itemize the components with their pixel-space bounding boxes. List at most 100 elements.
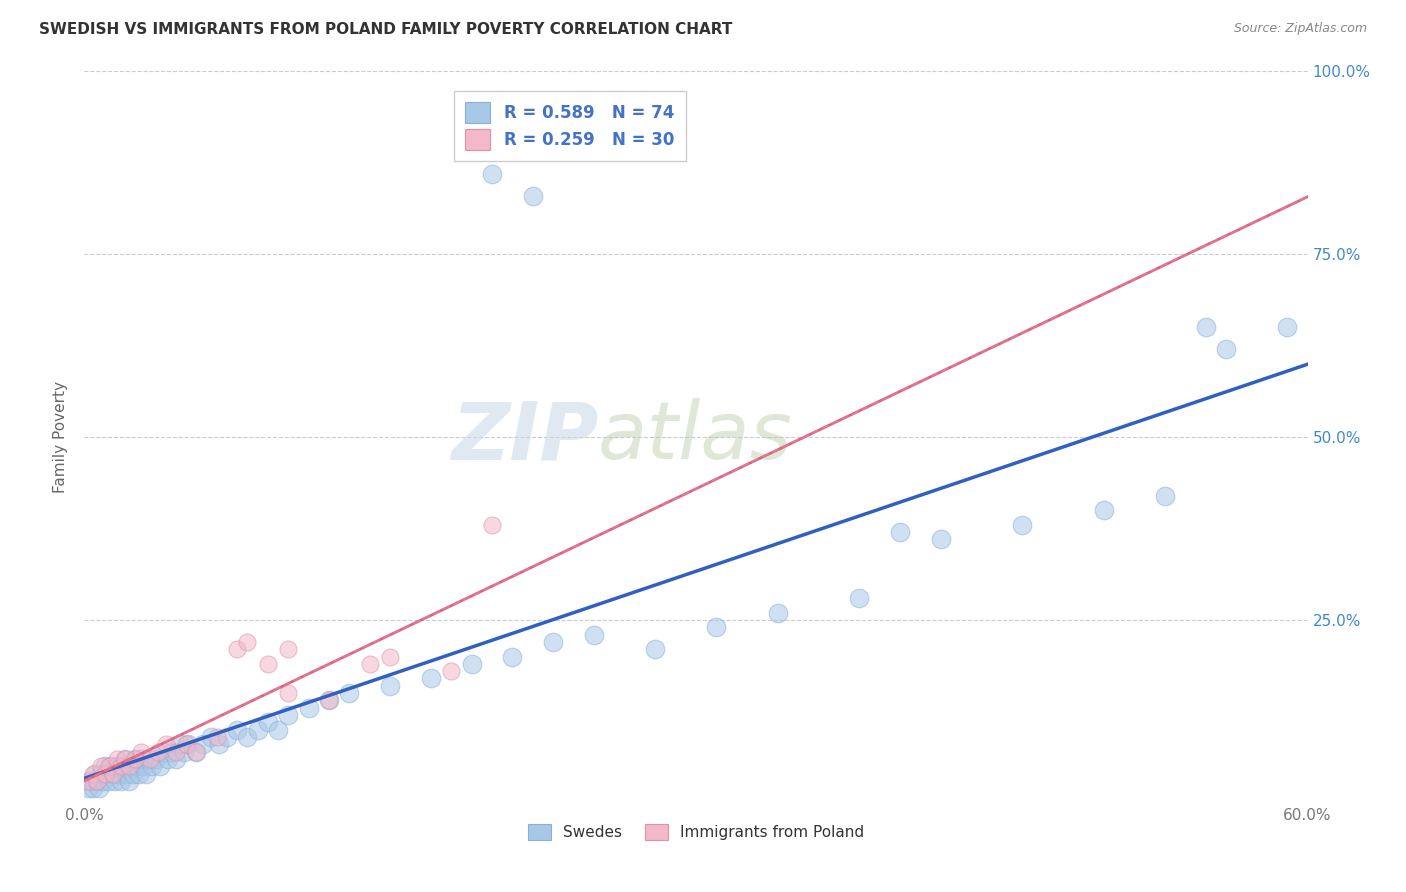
Point [118,759,141,773]
Point [105,752,128,766]
Point [105,759,128,773]
Point [138,752,160,766]
Point [208,737,231,751]
Point [93,759,115,773]
Point [101,766,124,780]
Point [380,649,402,664]
Text: ZIP: ZIP [451,398,598,476]
Point [141,759,163,773]
Point [97,759,120,773]
Point [766,606,789,620]
Point [191,737,214,751]
Point [174,737,197,751]
Point [173,745,195,759]
Point [644,642,666,657]
Y-axis label: Family Poverty: Family Poverty [53,381,69,493]
Legend: Swedes, Immigrants from Poland: Swedes, Immigrants from Poland [522,818,870,847]
Point [277,686,299,700]
Point [124,752,146,766]
Point [87,781,110,796]
Point [217,730,239,744]
Point [165,745,187,759]
Point [83,766,105,780]
Point [124,752,146,766]
Point [177,737,200,751]
Point [226,723,249,737]
Point [118,773,141,788]
Point [205,730,228,744]
Point [298,700,321,714]
Point [186,745,208,759]
Point [318,693,340,707]
Point [146,745,169,759]
Point [86,773,108,788]
Point [149,759,172,773]
Point [1215,343,1237,357]
Point [1154,489,1177,503]
Point [929,533,952,547]
Point [100,759,122,773]
Point [115,766,138,780]
Point [169,737,191,751]
Text: atlas: atlas [598,398,793,476]
Text: Source: ZipAtlas.com: Source: ZipAtlas.com [1233,22,1367,36]
Point [108,766,131,780]
Point [200,730,222,744]
Point [91,773,114,788]
Point [156,752,179,766]
Point [267,723,290,737]
Point [339,686,361,700]
Point [1092,503,1115,517]
Point [277,642,299,657]
Point [90,759,112,773]
Point [153,745,176,759]
Point [277,708,299,723]
Point [136,752,159,766]
Point [186,745,208,759]
Point [318,693,340,707]
Point [1011,517,1033,532]
Point [82,766,104,780]
Point [135,766,157,780]
Point [155,737,177,751]
Point [165,752,187,766]
Point [1195,320,1218,334]
Point [131,745,153,759]
Point [127,759,149,773]
Point [543,635,565,649]
Point [114,752,136,766]
Point [96,766,118,780]
Point [112,759,135,773]
Point [110,759,132,773]
Point [101,766,124,780]
Point [522,188,544,202]
Point [380,679,402,693]
Point [359,657,381,671]
Point [114,752,136,766]
Point [120,759,142,773]
Point [420,672,443,686]
Point [246,723,269,737]
Point [97,773,120,788]
Point [461,657,484,671]
Point [848,591,870,605]
Point [440,664,463,678]
Point [257,715,280,730]
Point [481,167,503,181]
Point [128,766,150,780]
Point [889,525,911,540]
Point [257,657,280,671]
Point [502,649,524,664]
Point [583,627,606,641]
Point [93,766,115,780]
Point [160,745,183,759]
Text: SWEDISH VS IMMIGRANTS FROM POLAND FAMILY POVERTY CORRELATION CHART: SWEDISH VS IMMIGRANTS FROM POLAND FAMILY… [39,22,733,37]
Point [132,759,155,773]
Point [86,773,108,788]
Point [104,773,127,788]
Point [110,773,132,788]
Point [90,766,112,780]
Point [77,773,100,788]
Point [77,781,100,796]
Point [226,642,249,657]
